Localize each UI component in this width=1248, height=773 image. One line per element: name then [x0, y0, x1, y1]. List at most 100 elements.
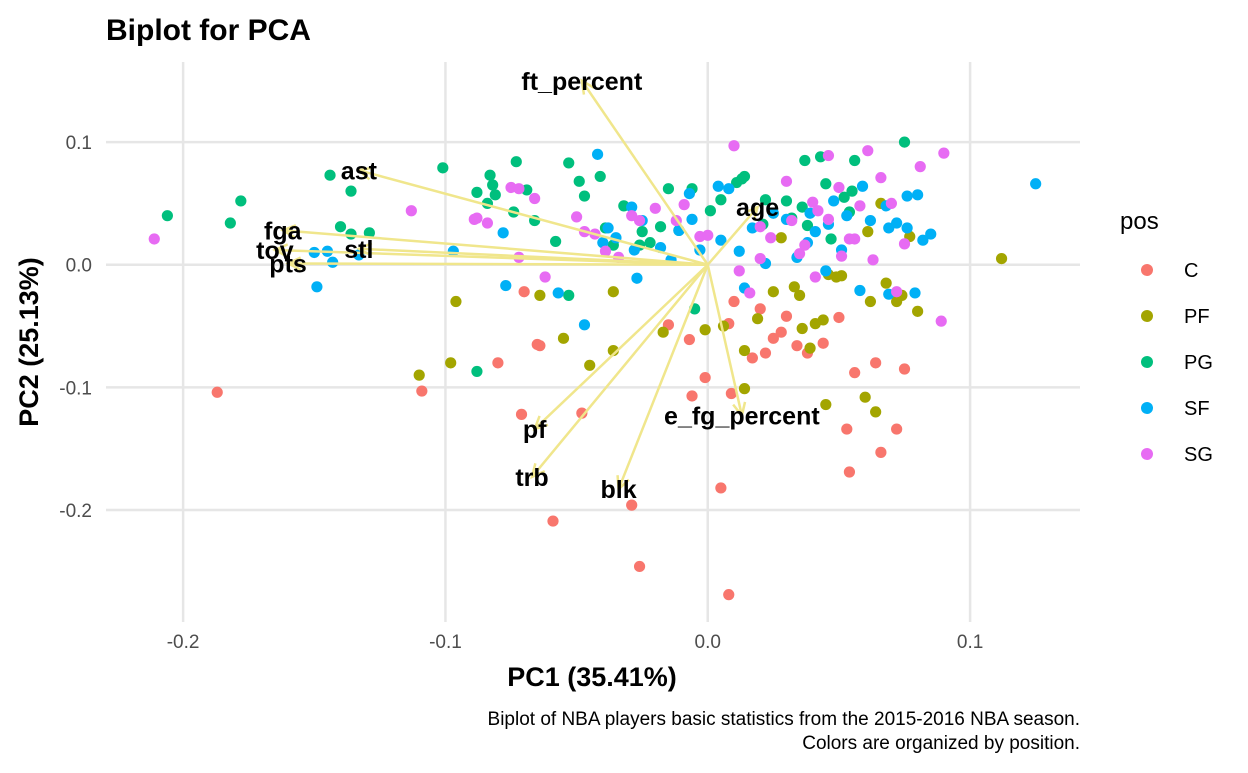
data-point-sg [626, 210, 638, 222]
data-point-pg [161, 210, 173, 222]
data-point-sg [599, 245, 612, 257]
loading-arrow-pts [288, 262, 708, 266]
ticks-layer: -0.2 -0.1 0.0 0.1 -0.2 -0.1 0.0 0.1 [59, 133, 983, 653]
data-point-sf [841, 210, 853, 222]
data-point-pg [484, 169, 496, 181]
loading-arrow-fga [282, 229, 708, 266]
data-point-sf [901, 190, 913, 202]
data-point-pf [864, 295, 877, 308]
data-point-pg [235, 195, 247, 207]
data-point-pg [780, 195, 793, 207]
loading-arrowhead-ast [356, 166, 373, 181]
data-point-c [891, 423, 903, 435]
data-point-sf [500, 279, 512, 292]
loading-arrowhead-blk [616, 475, 630, 492]
data-point-sf [552, 287, 564, 299]
data-point-pg [738, 170, 751, 183]
data-point-sf [578, 319, 591, 331]
data-point-sf [626, 201, 638, 213]
loading-arrow-age [706, 206, 759, 266]
data-point-pf [870, 406, 882, 418]
data-point-pg [489, 189, 501, 201]
data-point-sg [807, 196, 819, 208]
data-point-pg [654, 221, 667, 233]
loading-arrowhead-e_fg_percent [732, 401, 747, 419]
legend-key-sf [1141, 402, 1153, 414]
data-point-c [633, 560, 646, 573]
data-point-pf [793, 289, 806, 301]
data-point-sf [891, 217, 903, 229]
data-point-c [875, 446, 887, 458]
data-point-sf [820, 265, 832, 277]
data-point-sf [864, 214, 877, 227]
data-point-pf [534, 289, 546, 301]
data-point-sf [497, 227, 509, 239]
data-point-c [767, 332, 779, 344]
data-point-c [715, 482, 727, 494]
legend-key-c [1141, 264, 1153, 276]
data-point-c [683, 333, 696, 346]
data-point-pg [563, 289, 575, 301]
x-tick-label: -0.2 [167, 632, 200, 653]
data-point-pg [644, 237, 656, 249]
loading-label-ast: ast [341, 157, 378, 185]
data-point-pf [738, 344, 751, 357]
data-point-sg [833, 181, 845, 194]
data-point-c [759, 347, 772, 359]
data-point-pg [838, 191, 850, 203]
data-point-pf [607, 286, 619, 298]
data-point-c [699, 371, 711, 384]
data-point-sg [765, 232, 777, 244]
data-point-pg [796, 201, 808, 213]
data-point-pf [699, 324, 711, 336]
loading-label-pf: pf [523, 416, 547, 444]
loading-label-tov: tov [256, 237, 294, 265]
legend-label-pg: PG [1184, 352, 1213, 374]
data-point-pf [775, 232, 787, 244]
data-point-sf [723, 183, 735, 195]
data-point-sg [849, 233, 861, 245]
data-point-sg [405, 205, 417, 217]
data-point-pf [413, 369, 425, 381]
data-point-sf [912, 189, 924, 201]
data-point-pg [224, 217, 236, 229]
legend-title: pos [1120, 208, 1159, 235]
data-point-pf [859, 391, 871, 403]
data-point-sg [938, 147, 950, 159]
data-point-pg [471, 365, 483, 378]
loading-arrowhead-trb [530, 463, 546, 480]
data-point-pg [898, 136, 911, 148]
data-point-pf [450, 295, 462, 308]
data-point-sg [754, 221, 766, 233]
data-point-sf [1030, 178, 1042, 190]
data-point-c [843, 466, 856, 478]
data-point-sg [835, 250, 848, 262]
data-point-sf [631, 272, 643, 284]
data-point-sg [812, 205, 824, 217]
data-point-pg [510, 156, 522, 168]
data-point-sf [311, 281, 323, 293]
data-point-sg [702, 229, 714, 241]
y-tick-label: -0.1 [59, 378, 92, 399]
data-point-sf [909, 287, 921, 299]
data-point-sg [649, 202, 661, 214]
loading-arrow-e_fg_percent [706, 264, 744, 416]
loading-arrow-ast [358, 169, 709, 266]
data-point-pg [799, 154, 811, 167]
data-point-c [780, 310, 793, 322]
data-point-sf [715, 234, 727, 246]
data-point-pf [995, 253, 1008, 265]
data-point-pf [880, 277, 892, 289]
loading-arrow-stl [358, 247, 708, 266]
data-point-pg [471, 186, 483, 198]
data-point-c [775, 326, 787, 338]
data-point-pg [573, 175, 585, 187]
data-point-c [534, 340, 546, 352]
data-point-sf [917, 234, 929, 246]
data-point-pg [662, 183, 675, 195]
data-point-sg [854, 200, 866, 212]
loading-arrow-pf [533, 263, 709, 430]
chart-title: Biplot for PCA [106, 14, 311, 47]
